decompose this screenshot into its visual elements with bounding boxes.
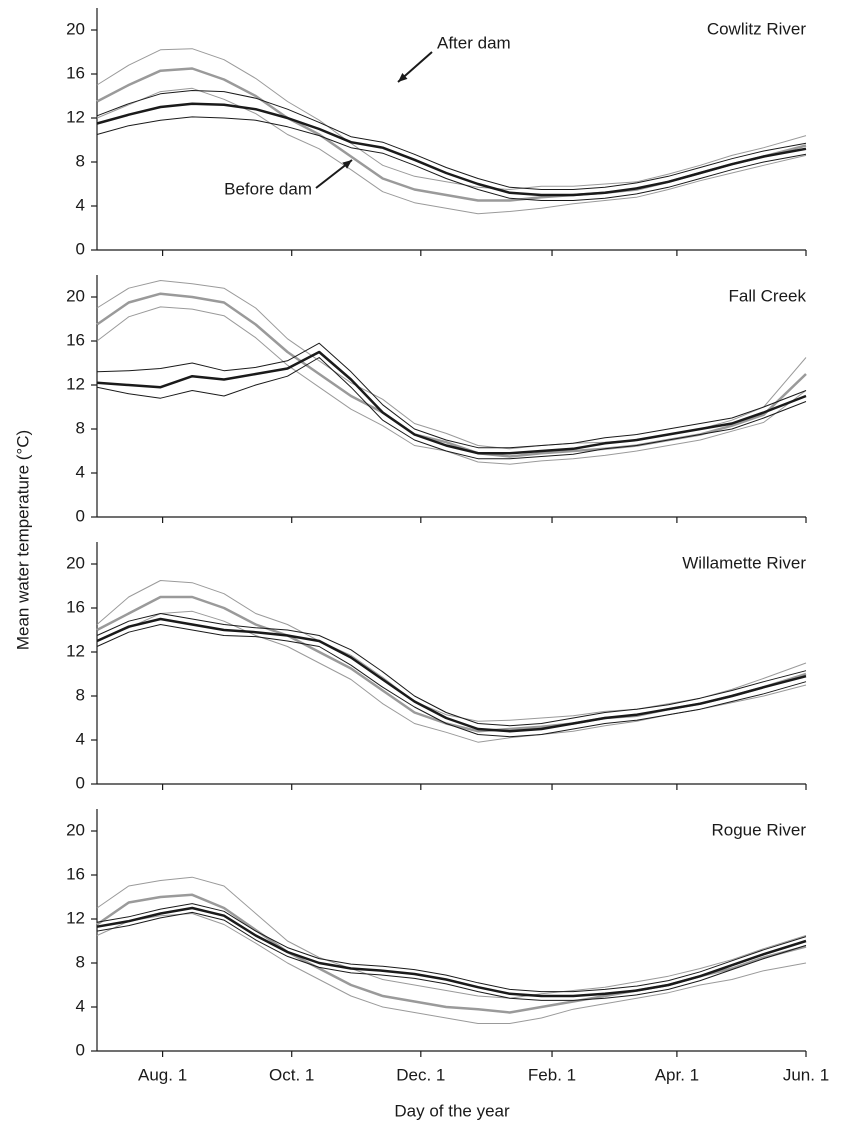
series-line (96, 913, 807, 1024)
series-line (96, 876, 807, 999)
panel-title: Cowlitz River (707, 19, 807, 38)
x-tick-label: Apr. 1 (655, 1065, 699, 1084)
series-line (96, 911, 807, 1001)
y-tick-label: 4 (76, 729, 85, 748)
y-tick-label: 0 (76, 506, 85, 525)
series-line (96, 350, 807, 455)
y-tick-label: 8 (76, 685, 85, 704)
series-line (96, 580, 807, 722)
series-line (96, 610, 807, 743)
series-line (96, 48, 807, 190)
y-tick-label: 8 (76, 151, 85, 170)
series-line (96, 90, 807, 190)
series-line (96, 893, 807, 1014)
annotation-arrowhead (342, 160, 352, 169)
y-tick-label: 20 (66, 286, 85, 305)
x-tick-label: Aug. 1 (138, 1065, 187, 1084)
panel-title: Fall Creek (729, 286, 807, 305)
annotation: After dam (437, 33, 511, 52)
series-line (96, 102, 807, 197)
y-tick-label: 12 (66, 107, 85, 126)
y-tick-label: 20 (66, 19, 85, 38)
y-tick-label: 4 (76, 996, 85, 1015)
x-tick-label: Jun. 1 (783, 1065, 829, 1084)
y-tick-label: 8 (76, 418, 85, 437)
x-axis-label: Day of the year (394, 1101, 510, 1120)
x-tick-label: Oct. 1 (269, 1065, 314, 1084)
y-axis-label: Mean water temperature (°C) (13, 430, 32, 650)
series-line (96, 357, 807, 460)
series-line (96, 617, 807, 733)
panel-title: Rogue River (712, 820, 807, 839)
series-line (96, 87, 807, 215)
y-tick-label: 4 (76, 462, 85, 481)
series-line (96, 342, 807, 449)
series-line (96, 906, 807, 998)
y-tick-label: 20 (66, 820, 85, 839)
y-tick-label: 16 (66, 330, 85, 349)
y-tick-label: 0 (76, 239, 85, 258)
y-tick-label: 8 (76, 952, 85, 971)
series-line (96, 624, 807, 738)
annotation: Before dam (224, 179, 312, 198)
panel-title: Willamette River (682, 553, 806, 572)
y-tick-label: 0 (76, 773, 85, 792)
series-line (96, 595, 807, 733)
y-tick-label: 12 (66, 374, 85, 393)
y-tick-label: 0 (76, 1040, 85, 1059)
series-line (96, 306, 807, 465)
series-line (96, 116, 807, 201)
y-tick-label: 16 (66, 864, 85, 883)
series-line (96, 292, 807, 458)
x-tick-label: Feb. 1 (528, 1065, 576, 1084)
annotation-arrowhead (398, 72, 408, 82)
y-tick-label: 4 (76, 195, 85, 214)
y-tick-label: 20 (66, 553, 85, 572)
y-tick-label: 16 (66, 63, 85, 82)
y-tick-label: 16 (66, 597, 85, 616)
y-tick-label: 12 (66, 641, 85, 660)
series-line (96, 903, 807, 993)
series-line (96, 613, 807, 727)
y-tick-label: 12 (66, 908, 85, 927)
x-tick-label: Dec. 1 (396, 1065, 445, 1084)
